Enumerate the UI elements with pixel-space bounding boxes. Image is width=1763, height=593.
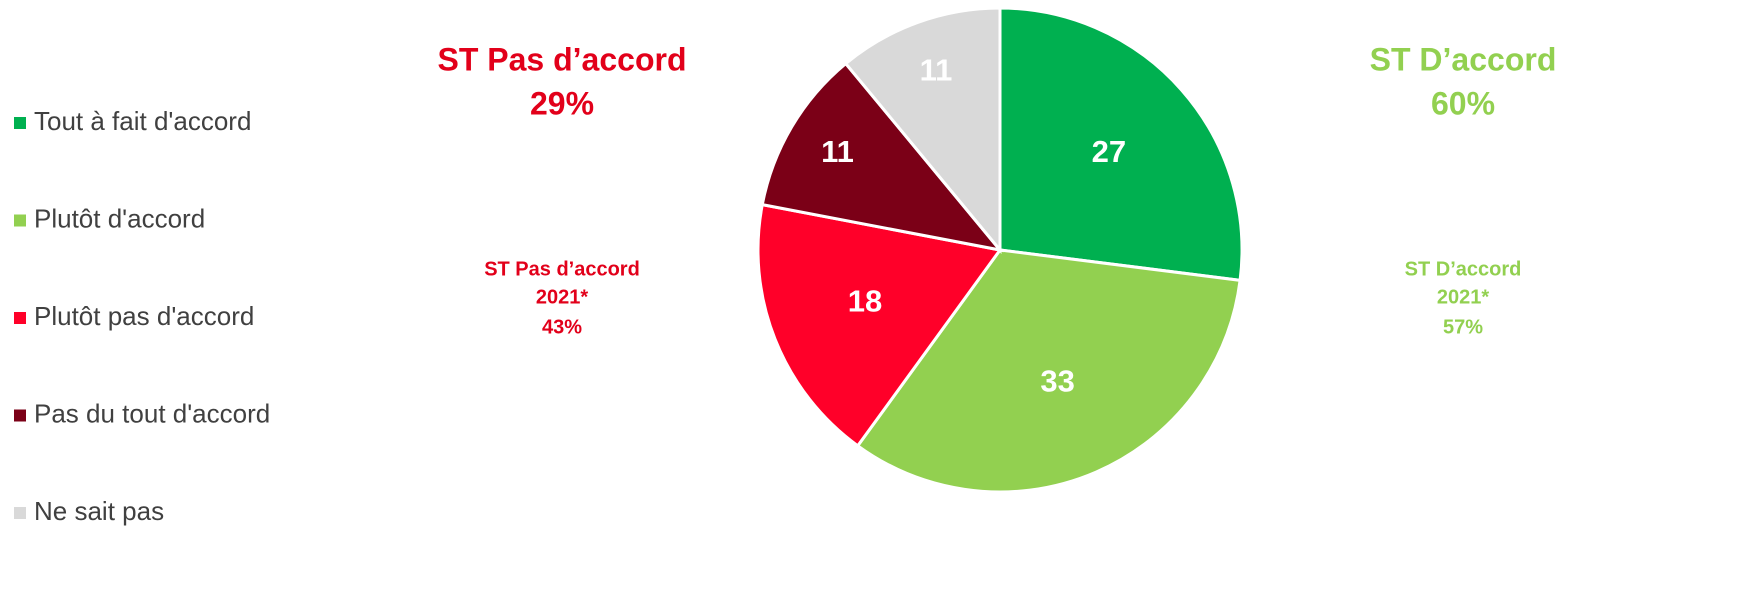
legend-swatch: [14, 409, 26, 422]
data-label: 33: [1040, 363, 1074, 398]
annotation: 57%: [1443, 316, 1483, 338]
annotation: ST Pas d’accord: [484, 258, 640, 280]
annotation: ST D’accord: [1370, 41, 1557, 77]
data-label: 11: [821, 134, 854, 169]
legend-label: Ne sait pas: [34, 496, 164, 526]
data-label: 11: [920, 53, 953, 88]
annotation: 2021*: [1437, 286, 1489, 308]
annotation: 60%: [1431, 85, 1495, 121]
legend-swatch: [14, 214, 26, 227]
pie-slice: [843, 6, 1002, 255]
annotation: ST D’accord: [1405, 258, 1522, 280]
data-label: 27: [1092, 134, 1126, 169]
annotation: 2021*: [536, 286, 588, 308]
annotation: ST Pas d’accord: [438, 41, 687, 77]
data-label: 18: [848, 284, 882, 319]
annotation: 29%: [530, 85, 594, 121]
annotation: 43%: [542, 316, 582, 338]
legend-swatch: [14, 507, 26, 519]
pie-slice: [760, 61, 1004, 253]
legend-label: Plutôt d'accord: [34, 203, 205, 233]
legend-label: Plutôt pas d'accord: [34, 301, 254, 331]
pie-slice: [756, 202, 1003, 448]
pie-slice: [855, 248, 1242, 494]
pie-slice: [998, 6, 1244, 283]
legend-label: Tout à fait d'accord: [34, 106, 251, 136]
legend-label: Pas du tout d'accord: [34, 398, 270, 428]
legend-swatch: [14, 312, 26, 324]
legend-swatch: [14, 117, 26, 129]
